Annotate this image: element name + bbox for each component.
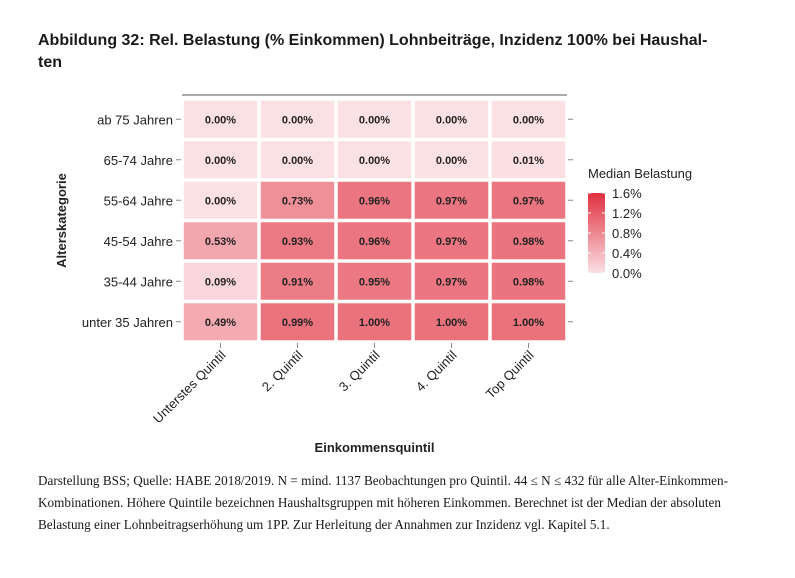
y-tick-label: 45-54 Jahre xyxy=(104,234,173,249)
figure-title-line-1: Abbildung 32: Rel. Belastung (% Einkomme… xyxy=(38,32,708,49)
heatmap-cell xyxy=(259,139,336,180)
y-tick-label: unter 35 Jahren xyxy=(82,315,173,330)
cell-label: 0.96% xyxy=(359,195,390,207)
cell-label: 0.00% xyxy=(282,114,313,126)
figure-title-line-2: ten xyxy=(38,54,62,71)
cell-label: 0.00% xyxy=(205,155,236,167)
cell-label: 0.00% xyxy=(205,114,236,126)
heatmap-cell xyxy=(182,99,259,140)
heatmap-cell xyxy=(413,261,490,302)
legend-tick-label: 0.8% xyxy=(612,226,642,241)
y-tick-label: 35-44 Jahre xyxy=(104,274,173,289)
heatmap-cell xyxy=(259,261,336,302)
heatmap-cell xyxy=(182,301,259,342)
heatmap-cell xyxy=(182,139,259,180)
cell-label: 0.91% xyxy=(282,276,313,288)
legend-title: Median Belastung xyxy=(588,166,692,181)
cell-label: 0.96% xyxy=(359,236,390,248)
y-tick-label: 65-74 Jahre xyxy=(104,153,173,168)
heatmap-cell xyxy=(336,99,413,140)
legend-tick-label: 0.0% xyxy=(612,266,642,281)
legend-tick-label: 1.2% xyxy=(612,206,642,221)
cell-label: 0.93% xyxy=(282,236,313,248)
cell-label: 0.00% xyxy=(205,195,236,207)
x-tick-label: 2. Quintil xyxy=(259,347,306,394)
heatmap-cell xyxy=(182,220,259,261)
cell-label: 0.00% xyxy=(436,155,467,167)
cell-label: 0.97% xyxy=(513,195,544,207)
heatmap-cell xyxy=(336,180,413,221)
cell-label: 0.00% xyxy=(359,114,390,126)
heatmap-cell xyxy=(413,99,490,140)
legend-colorbar xyxy=(588,193,605,273)
heatmap-cell xyxy=(490,99,567,140)
cell-label: 0.97% xyxy=(436,276,467,288)
cell-label: 0.53% xyxy=(205,236,236,248)
heatmap-cell xyxy=(490,261,567,302)
x-tick-label: 3. Quintil xyxy=(336,347,383,394)
x-axis-title: Einkommensquintil xyxy=(315,440,435,455)
figure-caption: Darstellung BSS; Quelle: HABE 2018/2019.… xyxy=(38,473,728,532)
cell-label: 0.97% xyxy=(436,236,467,248)
cell-label: 0.09% xyxy=(205,276,236,288)
heatmap-cell xyxy=(182,261,259,302)
y-tick-label: ab 75 Jahren xyxy=(97,112,173,127)
x-tick-label: Unterstes Quintil xyxy=(150,347,229,426)
heatmap-chart: 0.00% 0.00% 0.00% 0.00% 0.00% 0.00% 0.00% 0.00%… xyxy=(54,94,692,455)
cell-label: 0.00% xyxy=(359,155,390,167)
x-tick-label: Top Quintil xyxy=(483,347,537,401)
cell-label: 0.49% xyxy=(205,317,236,329)
legend-tick-label: 0.4% xyxy=(612,246,642,261)
cell-label: 0.01% xyxy=(513,155,544,167)
cell-label: 0.97% xyxy=(436,195,467,207)
cell-label: 0.73% xyxy=(282,195,313,207)
y-axis-title: Alterskategorie xyxy=(54,173,69,268)
heatmap-cell xyxy=(259,180,336,221)
heatmap-cell xyxy=(490,301,567,342)
heatmap-cell xyxy=(336,301,413,342)
cell-label: 1.00% xyxy=(359,317,390,329)
cell-label: 0.98% xyxy=(513,276,544,288)
cell-label: 0.00% xyxy=(436,114,467,126)
heatmap-cell xyxy=(490,180,567,221)
cell-label: 0.00% xyxy=(282,155,313,167)
heatmap-cell xyxy=(490,139,567,180)
heatmap-cell xyxy=(259,99,336,140)
heatmap-cell xyxy=(413,220,490,261)
cell-label: 0.00% xyxy=(513,114,544,126)
heatmap-cell xyxy=(413,301,490,342)
legend-tick-label: 1.6% xyxy=(612,186,642,201)
cell-label: 0.98% xyxy=(513,236,544,248)
cell-label: 0.95% xyxy=(359,276,390,288)
heatmap-cell xyxy=(182,180,259,221)
cell-label: 0.99% xyxy=(282,317,313,329)
heatmap-cell xyxy=(336,261,413,302)
y-tick-label: 55-64 Jahre xyxy=(104,193,173,208)
cell-label: 1.00% xyxy=(513,317,544,329)
heatmap-cell xyxy=(413,180,490,221)
heatmap-cell xyxy=(336,220,413,261)
cell-label: 1.00% xyxy=(436,317,467,329)
heatmap-cell xyxy=(336,139,413,180)
heatmap-cell xyxy=(490,220,567,261)
heatmap-cell xyxy=(413,139,490,180)
heatmap-cell xyxy=(259,301,336,342)
heatmap-cell xyxy=(259,220,336,261)
figure-title: Abbildung 32: Rel. Belastung (% Einkomme… xyxy=(38,30,758,74)
x-tick-label: 4. Quintil xyxy=(413,347,460,394)
